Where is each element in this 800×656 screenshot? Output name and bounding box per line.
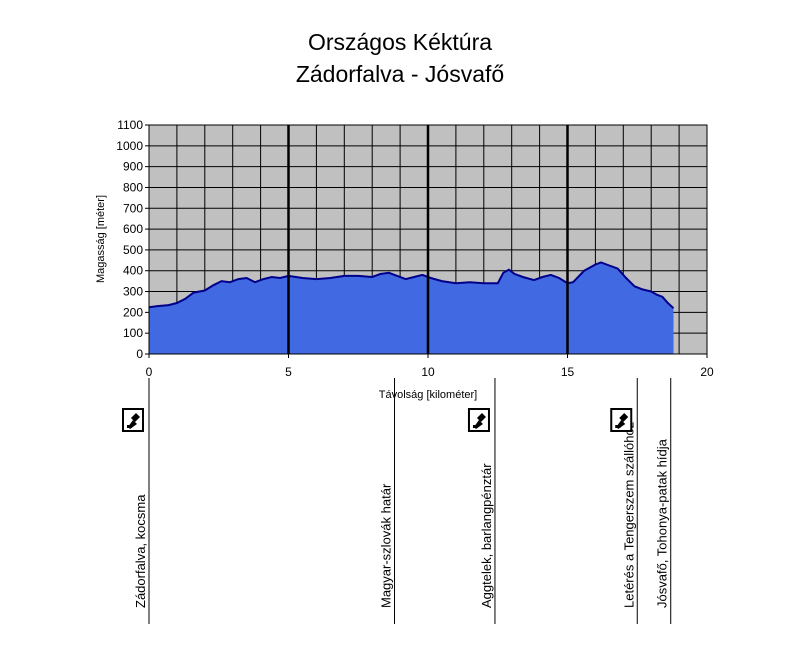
y-tick-label: 700 xyxy=(123,201,143,215)
elevation-series xyxy=(148,261,675,354)
x-tick-label: 5 xyxy=(285,365,292,379)
waypoint: Magyar-szlovák határ xyxy=(379,378,396,624)
y-tick-label: 100 xyxy=(123,326,143,340)
waypoint-label: Aggtelek, barlangpénztár xyxy=(479,463,494,608)
y-tick-label: 900 xyxy=(123,160,143,174)
waypoint-label: Jósvafő, Tohonya-patak hídja xyxy=(655,438,670,608)
x-axis-label: Távolság [kilométer] xyxy=(379,389,477,401)
y-axis: 0 100 200 300 400 500 600 700 800 900 1000 1100 xyxy=(116,118,149,361)
waypoint-list: Zádorfalva, kocsma Magyar-szlovák határ Ag… xyxy=(122,378,672,624)
x-axis: 0 5 10 15 20 xyxy=(146,354,714,379)
stamp-icon xyxy=(610,408,633,432)
x-tick-label: 15 xyxy=(561,365,575,379)
section-lines xyxy=(287,125,569,354)
y-tick-label: 200 xyxy=(123,305,143,319)
y-tick-label: 0 xyxy=(136,347,143,361)
waypoint: Letérés a Tengerszem szállóhoz xyxy=(610,378,638,624)
y-tick-label: 500 xyxy=(123,243,143,257)
waypoint-label: Magyar-szlovák határ xyxy=(379,483,394,608)
waypoint: Zádorfalva, kocsma xyxy=(122,378,150,624)
x-tick-label: 20 xyxy=(700,365,714,379)
chart-subtitle: Zádorfalva - Jósvafő xyxy=(296,61,504,87)
y-axis-label: Magasság [méter] xyxy=(95,195,107,283)
y-tick-label: 1100 xyxy=(117,118,143,132)
y-tick-label: 400 xyxy=(123,264,143,278)
y-tick-label: 600 xyxy=(123,222,143,236)
y-tick-label: 1000 xyxy=(116,139,143,153)
x-tick-label: 0 xyxy=(146,365,153,379)
waypoint-label: Letérés a Tengerszem szállóhoz xyxy=(621,422,636,608)
x-tick-label: 10 xyxy=(421,365,435,379)
stamp-icon xyxy=(467,408,490,432)
waypoint: Jósvafő, Tohonya-patak hídja xyxy=(655,378,672,624)
y-tick-label: 300 xyxy=(123,285,143,299)
waypoint-label: Zádorfalva, kocsma xyxy=(133,494,148,608)
stamp-icon xyxy=(122,408,144,432)
elevation-area xyxy=(149,262,674,354)
waypoint: Aggtelek, barlangpénztár xyxy=(467,378,496,624)
elevation-line xyxy=(148,261,675,309)
y-tick-label: 800 xyxy=(123,180,143,194)
chart-title: Országos Kéktúra xyxy=(308,29,492,55)
